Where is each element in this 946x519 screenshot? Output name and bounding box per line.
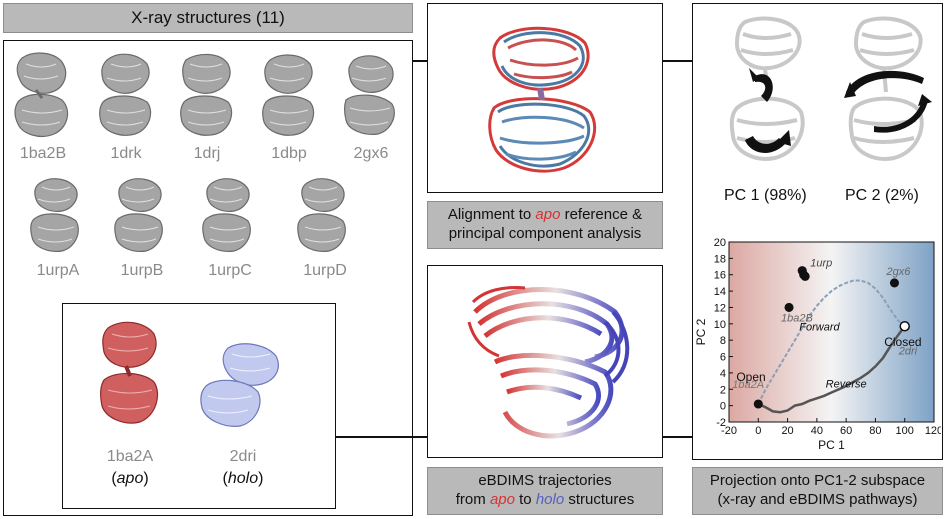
protein-2gx6 [343,55,395,135]
caption1-apo: apo [535,206,561,224]
xray-structures-title: X-ray structures (11) [131,8,285,28]
y-tick-label: 6 [720,352,726,364]
y-tick-label: 8 [720,335,726,347]
x-tick-label: 0 [755,425,761,437]
data-point-2dri [899,321,910,332]
protein-apo-1ba2A [100,321,159,424]
label-1urpD: 1urpD [303,262,347,279]
alignment-caption: Alignment to apo reference & principal c… [427,201,663,249]
label-holo-tag: (holo) [222,470,264,487]
annotation-closed: Closed [884,335,921,349]
alignment-caption-line2: principal component analysis [448,225,642,242]
label-1urpA: 1urpA [36,262,80,279]
y-tick-label: 16 [714,270,726,282]
y-tick-label: 14 [714,286,726,298]
label-apo-tag: (apo) [111,470,149,487]
protein-1urpD [297,178,346,252]
protein-1drk [99,53,152,136]
y-tick-label: 12 [714,302,726,314]
protein-1dbp [262,54,315,136]
data-point-1ba2A [753,399,763,409]
apo-word: apo [116,470,144,487]
annotation-forward: Forward [799,321,840,333]
series-line-reverse [757,325,906,414]
trajectories-caption: eBDIMS trajectories from apo to holo str… [427,467,663,515]
point-label-1urp: 1urp [810,258,832,270]
caption1-pre: Alignment to [447,206,536,224]
projection-caption: Projection onto PC1-2 subspace (x-ray an… [692,467,943,515]
point-label-2dri: 2dri [898,345,918,357]
trajectories-image [467,286,630,439]
x-tick-label: 120 [925,425,941,437]
x-tick-label: 100 [896,425,914,437]
label-1drj: 1drj [193,145,221,162]
label-1urpC: 1urpC [208,262,252,279]
x-tick-label: 60 [840,425,852,437]
label-1drk: 1drk [110,145,142,162]
y-tick-label: 18 [714,253,726,265]
pc1-label: PC 1 (98%) [724,187,807,204]
label-1urpB: 1urpB [120,262,164,279]
xray-structures-header: X-ray structures (11) [3,3,413,33]
data-point [800,271,810,281]
caption2-post: structures [564,491,635,508]
protein-1urpC [202,178,251,252]
x-tick-label: -20 [721,425,737,437]
caption2-holo: holo [535,491,565,508]
y-tick-label: 4 [720,368,726,380]
label-1dbp: 1dbp [271,145,307,162]
data-point-1ba2B [784,302,794,313]
protein-1ba2B [14,52,69,137]
protein-1urpB [114,178,163,252]
caption2-apo: apo [489,491,515,508]
point-label-1ba2A: 1ba2A [732,379,764,391]
x-tick-label: 40 [811,425,823,437]
protein-1urpA [30,178,79,252]
series-line-forward [757,279,906,405]
caption1-post: reference & [560,206,643,224]
y-tick-label: 10 [714,319,726,331]
point-label-2gx6: 2gx6 [885,266,911,278]
projection-caption-line1: Projection onto PC1-2 subspace [709,472,926,490]
pc1-mode-image [729,16,805,161]
y-tick-label: 20 [714,237,726,249]
pc2-mode-image [844,16,932,161]
x-axis-label: PC 1 [818,438,845,452]
trajectories-caption-line1: eBDIMS trajectories [478,472,612,490]
y-axis-label: PC 2 [695,318,708,345]
annotation-reverse: Reverse [826,379,867,391]
projection-caption-line2: (x-ray and eBDIMS pathways) [717,491,918,508]
protein-holo-2dri [200,343,279,427]
data-point-2gx6 [889,278,900,288]
x-tick-label: 20 [781,425,793,437]
y-tick-label: 2 [720,384,726,396]
annotation-open: Open [736,370,765,384]
y-tick-label: 0 [720,401,726,413]
holo-word: holo [227,470,259,487]
pc2-label: PC 2 (2%) [845,187,919,204]
x-tick-label: 80 [869,425,881,437]
label-holo-id: 2dri [229,448,257,465]
aligned-structures-image [488,26,597,173]
alignment-caption-line1: Alignment to apo reference & [448,206,642,225]
trajectories-caption-line2: from apo to holo structures [456,491,634,510]
y-tick-label: -2 [716,417,726,429]
caption2-pre: from [455,491,490,508]
label-1ba2B: 1ba2B [19,145,67,162]
label-2gx6: 2gx6 [353,145,389,162]
caption2-mid: to [514,491,536,508]
point-label-1ba2B: 1ba2B [781,312,813,324]
protein-1drj [180,53,233,136]
label-apo-id: 1ba2A [106,448,154,465]
